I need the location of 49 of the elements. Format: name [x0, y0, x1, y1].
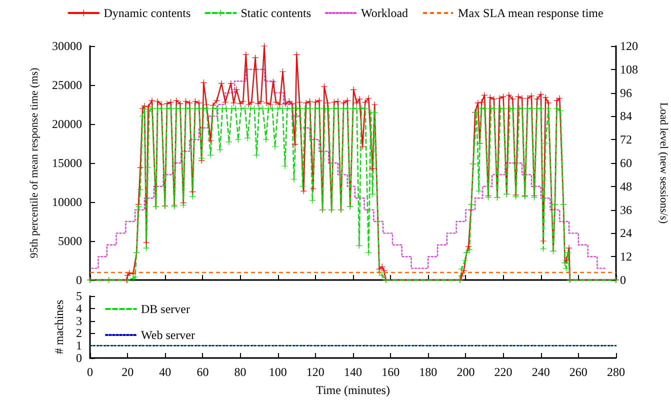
y-tick-label: 2	[76, 326, 82, 340]
y2-tick-label: 36	[620, 202, 632, 217]
x-tick-label: 20	[122, 365, 134, 379]
y2-tick-label: 84	[620, 109, 632, 124]
x-tick-label: 280	[607, 365, 625, 379]
legend-label: Static contents	[240, 6, 312, 20]
x-tick-label: 200	[456, 365, 475, 379]
y2-tick-label: 0	[620, 273, 626, 287]
y-tick-label: 10000	[52, 195, 82, 209]
y-tick-label: 5	[76, 289, 82, 303]
legend-label: DB server	[141, 302, 190, 316]
x-tick-label: 100	[268, 365, 287, 379]
y2-tick-label: 24	[620, 226, 632, 240]
y2-axis-title: Load level (new sessions/s)	[658, 102, 670, 224]
y2-tick-label: 12	[620, 250, 632, 264]
x-tick-label: 0	[87, 365, 93, 379]
x-tick-label: 60	[196, 365, 209, 379]
x-tick-label: 140	[344, 365, 362, 379]
x-tick-label: 40	[159, 365, 172, 379]
x-tick-label: 120	[306, 365, 324, 379]
x-tick-label: 220	[494, 365, 512, 379]
y-axis-title: # machines	[52, 300, 66, 354]
legend-label: Workload	[361, 6, 408, 20]
x-tick-label: 240	[532, 365, 550, 379]
x-tick-label: 180	[419, 365, 438, 379]
y-tick-label: 0	[76, 351, 82, 365]
y2-tick-label: 48	[620, 179, 632, 194]
y-tick-label: 5000	[58, 234, 82, 248]
y-tick-label: 30000	[52, 39, 82, 53]
y-tick-label: 20000	[52, 117, 82, 131]
y-tick-label: 25000	[52, 78, 82, 92]
x-tick-label: 260	[569, 365, 588, 379]
x-tick-label: 80	[234, 365, 246, 379]
y2-tick-label: 60	[620, 156, 632, 170]
y-tick-label: 4	[76, 301, 82, 316]
y2-tick-label: 96	[620, 86, 632, 100]
y2-tick-label: 72	[620, 132, 632, 147]
legend-label: Web server	[141, 328, 196, 342]
y2-tick-label: 108	[620, 62, 638, 76]
y2-tick-label: 120	[620, 39, 638, 53]
y-axis-title: 95th percentile of mean response time (ms)	[28, 67, 40, 258]
y-tick-label: 15000	[52, 156, 82, 170]
x-axis-title: Time (minutes)	[316, 383, 390, 397]
legend-label: Dynamic contents	[104, 6, 192, 20]
y-tick-label: 3	[76, 314, 82, 328]
y-tick-label: 1	[76, 338, 82, 353]
y-tick-label: 0	[76, 273, 82, 287]
legend-label: Max SLA mean response time	[458, 6, 604, 20]
x-tick-label: 160	[382, 365, 400, 379]
